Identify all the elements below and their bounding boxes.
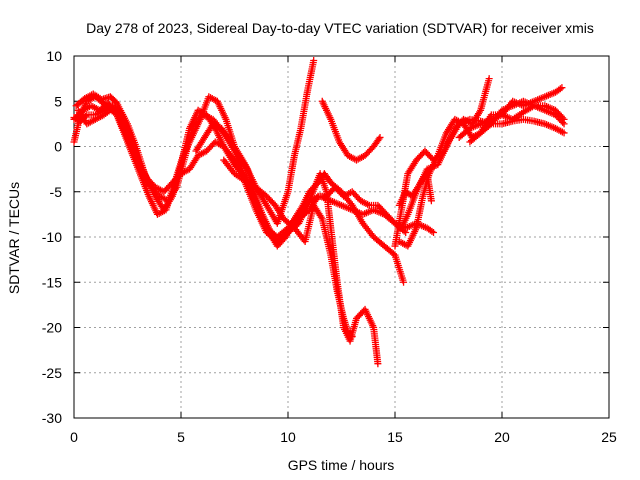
- data-point-interp: [556, 85, 564, 93]
- data-series-track-14: [192, 120, 438, 246]
- x-tick-label: 10: [280, 429, 296, 445]
- x-axis-label: GPS time / hours: [288, 457, 395, 473]
- x-tick-label: 25: [601, 429, 617, 445]
- chart-title: Day 278 of 2023, Sidereal Day-to-day VTE…: [86, 20, 594, 36]
- y-tick-label: -25: [42, 365, 62, 381]
- y-tick-label: -5: [50, 184, 63, 200]
- data-series-track-4: [70, 57, 318, 227]
- x-tick-label: 15: [387, 429, 403, 445]
- y-tick-label: 10: [46, 48, 62, 64]
- data-point: [400, 278, 408, 286]
- plot-frame: [73, 55, 610, 419]
- y-tick-label: 5: [54, 93, 62, 109]
- data-series-track-12: [397, 115, 568, 232]
- data-point-interp: [347, 331, 355, 339]
- y-tick-label: 0: [54, 139, 62, 155]
- data-points: [70, 57, 568, 368]
- x-tick-label: 5: [177, 429, 185, 445]
- data-point: [485, 75, 493, 83]
- data-point: [560, 115, 568, 123]
- data-point-interp: [375, 135, 383, 143]
- y-axis-label: SDTVAR / TECUs: [6, 182, 22, 294]
- data-point: [427, 197, 435, 205]
- data-point-interp: [428, 227, 436, 235]
- data-point-interp: [559, 114, 567, 122]
- data-point: [132, 147, 140, 155]
- data-point: [558, 84, 566, 92]
- y-tick-label: -10: [42, 229, 62, 245]
- x-tick-label: 0: [70, 429, 78, 445]
- data-point: [430, 228, 438, 236]
- data-point: [374, 360, 382, 368]
- data-point: [348, 333, 356, 341]
- y-tick-label: -30: [42, 410, 62, 426]
- y-tick-label: -20: [42, 320, 62, 336]
- data-point: [310, 57, 318, 65]
- data-series-track-13: [74, 104, 140, 155]
- data-point: [376, 133, 384, 141]
- y-tick-label: -15: [42, 274, 62, 290]
- x-tick-label: 20: [494, 429, 510, 445]
- data-point: [560, 129, 568, 137]
- data-series-track-5: [318, 97, 384, 164]
